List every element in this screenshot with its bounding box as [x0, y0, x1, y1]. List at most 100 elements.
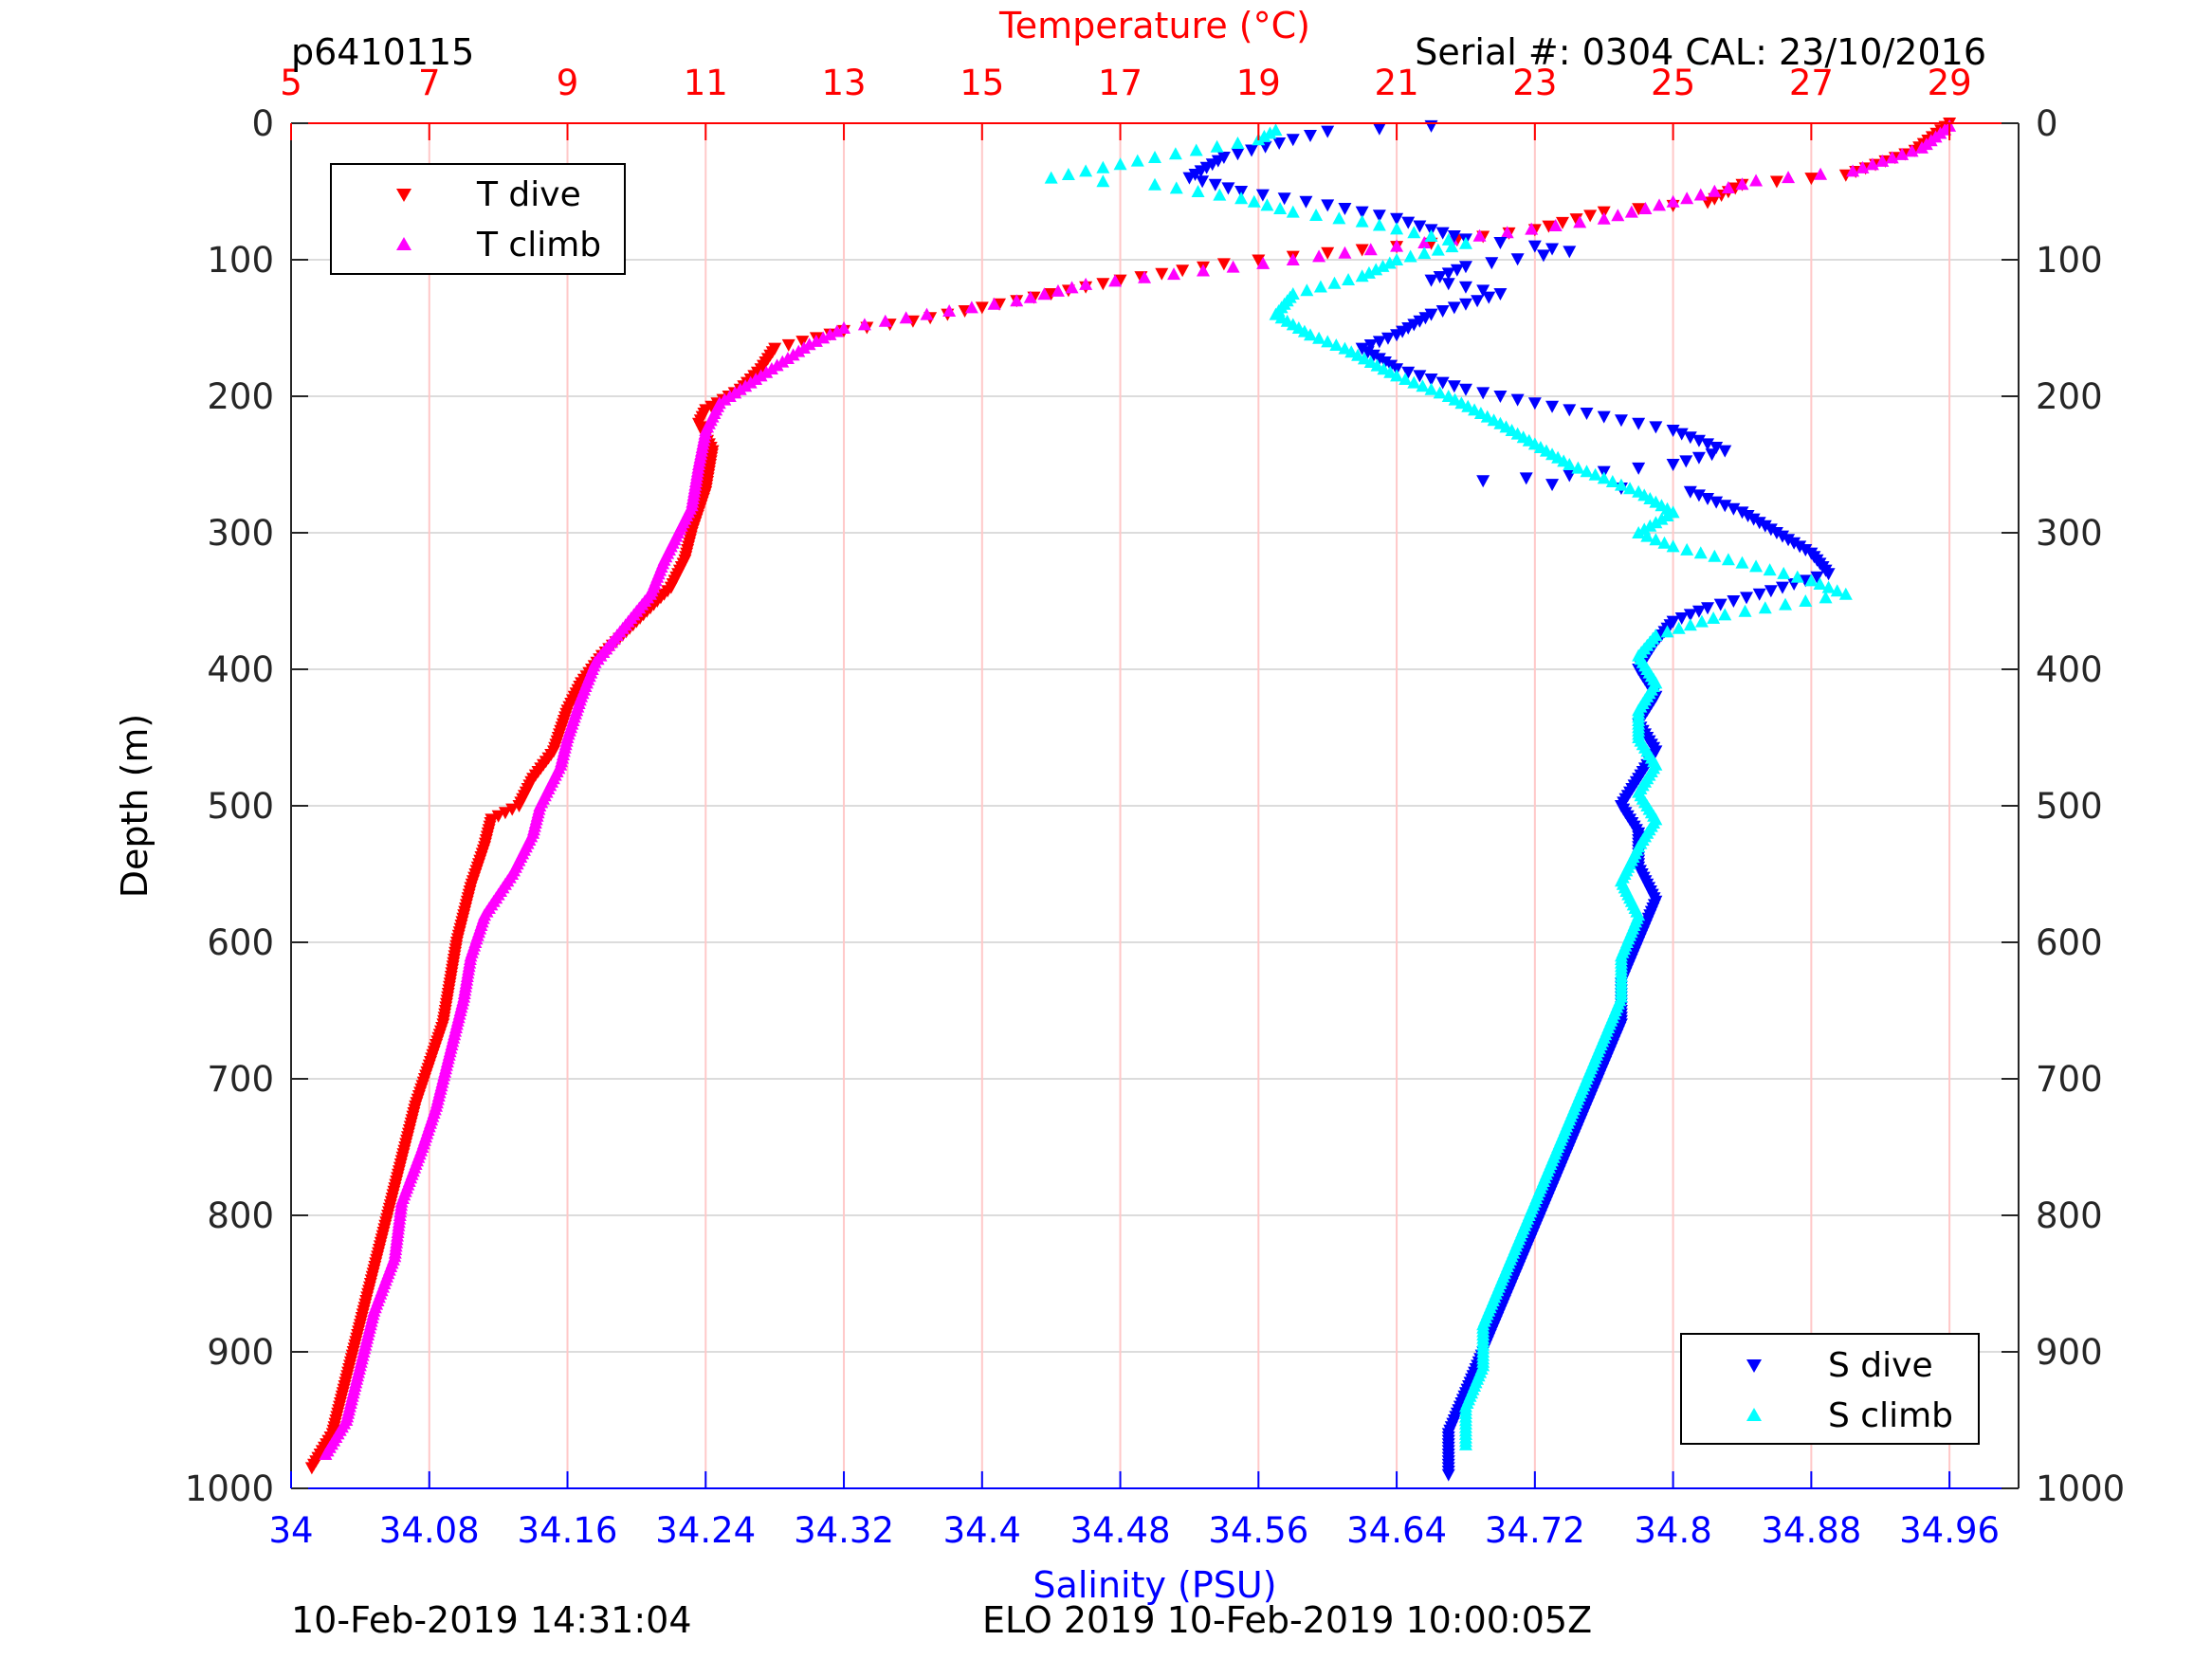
- data-point: [1424, 308, 1438, 321]
- data-point: [1417, 236, 1432, 248]
- data-point: [1527, 397, 1542, 410]
- data-point: [1321, 335, 1335, 348]
- data-point: [1458, 236, 1472, 249]
- data-point: [1632, 417, 1646, 430]
- data-point: [1390, 212, 1404, 226]
- data-point: [1435, 227, 1450, 240]
- data-point: [1390, 253, 1404, 265]
- data-point: [1450, 264, 1464, 277]
- data-point: [498, 807, 512, 820]
- data-point: [1424, 382, 1438, 395]
- legend-s-climb-marker: [1746, 1408, 1762, 1421]
- data-point: [1390, 239, 1404, 252]
- data-point: [1338, 246, 1352, 259]
- data-point: [1487, 413, 1501, 427]
- data-point: [1245, 144, 1259, 157]
- data-point: [1653, 198, 1667, 211]
- legend-t-climb-marker: [396, 237, 411, 250]
- y-tick-label-left: 1000: [185, 1468, 274, 1509]
- data-point: [1458, 298, 1472, 311]
- data-point: [1819, 591, 1833, 604]
- data-point: [1632, 462, 1646, 475]
- data-point: [1303, 129, 1317, 142]
- data-point: [1679, 455, 1693, 468]
- temperature-tick-label: 15: [960, 63, 1004, 103]
- data-point: [1329, 338, 1344, 351]
- data-point: [1804, 574, 1819, 587]
- data-point: [1804, 173, 1819, 186]
- data-point: [1799, 594, 1813, 607]
- data-point: [1327, 276, 1342, 289]
- data-point: [1660, 625, 1674, 638]
- data-point: [1707, 611, 1721, 624]
- y-tick-label-right: 800: [2036, 1195, 2103, 1236]
- data-point: [1597, 211, 1611, 225]
- data-point: [1640, 529, 1654, 542]
- y-tick-label-left: 300: [207, 513, 274, 554]
- data-point: [1286, 205, 1300, 218]
- data-point: [1683, 618, 1697, 631]
- series-layer: [304, 118, 1957, 1482]
- data-point: [1362, 265, 1376, 279]
- data-point: [1777, 566, 1791, 579]
- data-point: [1693, 546, 1708, 559]
- salinity-tick-label: 34.56: [1208, 1510, 1308, 1551]
- data-point: [1096, 160, 1110, 173]
- data-point: [1914, 140, 1929, 154]
- data-point: [1194, 165, 1208, 178]
- data-point: [1721, 553, 1735, 566]
- data-point: [1300, 283, 1314, 297]
- y-tick-label-left: 800: [207, 1195, 274, 1236]
- data-point: [1376, 259, 1390, 272]
- y-tick-label-left: 700: [207, 1059, 274, 1100]
- data-point: [1580, 465, 1594, 478]
- data-point: [1138, 270, 1152, 283]
- salinity-tick-label: 34.72: [1485, 1510, 1585, 1551]
- y-tick-label-left: 200: [207, 376, 274, 417]
- data-point: [1447, 230, 1461, 244]
- y-tick-label-left: 500: [207, 786, 274, 827]
- data-point: [491, 810, 505, 823]
- data-point: [1545, 243, 1560, 256]
- data-point: [1749, 559, 1764, 573]
- data-point: [857, 318, 871, 331]
- data-point: [1597, 410, 1611, 424]
- data-point: [1424, 229, 1438, 243]
- data-point: [1169, 181, 1183, 194]
- data-point: [823, 327, 837, 340]
- data-point: [1605, 475, 1619, 487]
- data-point: [1286, 253, 1300, 265]
- data-point: [1614, 478, 1628, 491]
- data-point: [1413, 220, 1427, 233]
- data-point: [1738, 604, 1752, 617]
- data-point: [1372, 210, 1386, 223]
- salinity-tick-label: 34.4: [943, 1510, 1021, 1551]
- y-tick-label-left: 0: [251, 103, 274, 144]
- data-point: [1407, 375, 1421, 389]
- data-point: [1435, 305, 1450, 318]
- legend-salinity: S dive S climb: [1680, 1333, 1980, 1445]
- data-point: [1272, 137, 1287, 151]
- y-tick-label-left: 100: [207, 240, 274, 281]
- data-point: [1355, 342, 1369, 356]
- data-point: [1493, 237, 1508, 249]
- data-point: [1752, 588, 1766, 601]
- data-point: [1458, 261, 1472, 274]
- data-point: [1363, 339, 1378, 352]
- data-point: [1221, 182, 1235, 195]
- data-point: [1588, 467, 1602, 481]
- data-point: [1407, 319, 1421, 332]
- data-point: [1372, 122, 1386, 136]
- serial-cal-label: Serial #: 0304 CAL: 23/10/2016: [1415, 31, 1986, 73]
- data-point: [1197, 264, 1211, 277]
- data-point: [1361, 346, 1375, 359]
- data-point: [1709, 442, 1724, 454]
- y-tick-label-right: 900: [2036, 1332, 2103, 1373]
- y-tick-label-right: 600: [2036, 922, 2103, 963]
- y-tick-label-left: 400: [207, 649, 274, 690]
- data-point: [830, 324, 844, 337]
- temperature-tick-label: 19: [1236, 63, 1281, 103]
- footer-timestamp: 10-Feb-2019 14:31:04: [291, 1599, 692, 1641]
- legend-t-dive-marker: [396, 189, 411, 202]
- data-point: [1309, 208, 1324, 221]
